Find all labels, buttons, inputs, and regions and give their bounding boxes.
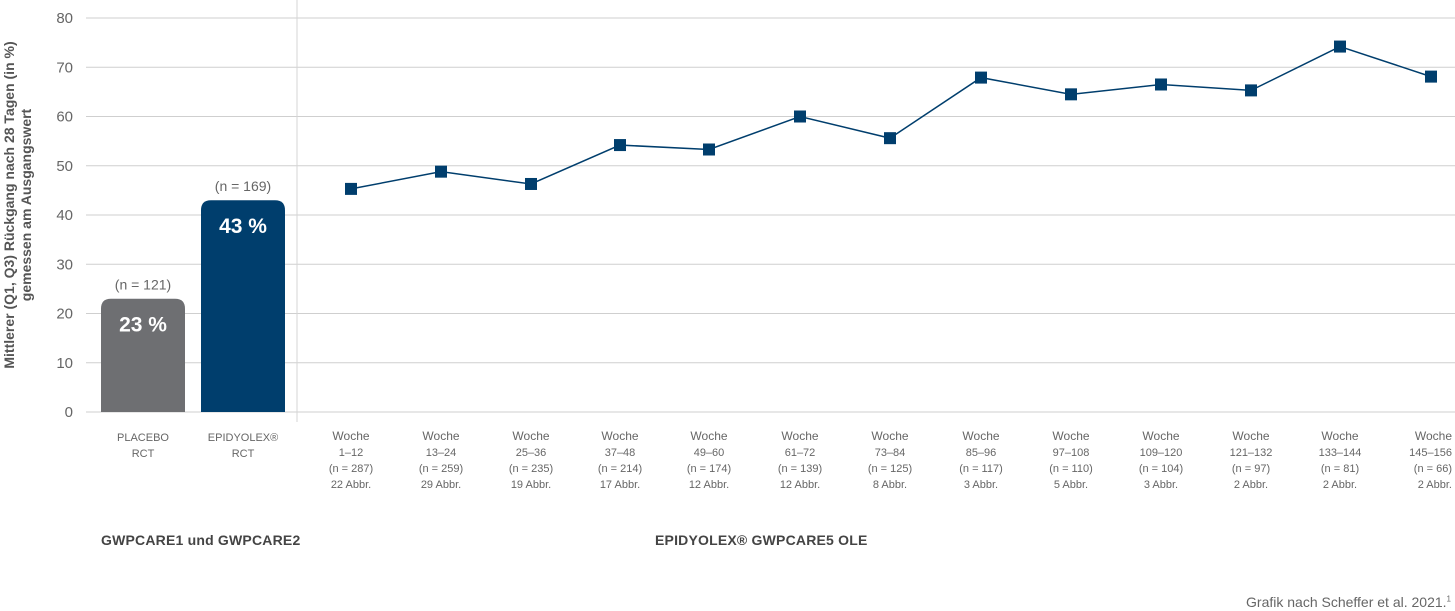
line-series — [345, 40, 1437, 195]
x-tick-label: Woche — [962, 429, 999, 443]
x-tick-label: (n = 125) — [868, 463, 912, 475]
data-point — [975, 71, 987, 84]
y-tick-label: 10 — [56, 355, 73, 372]
x-tick-label: 2 Abbr. — [1234, 479, 1268, 491]
chart-svg: 0 10 20 30 40 50 60 70 80 23 % (n = 121) 43 % (n = … — [1, 0, 1455, 491]
x-tick-label: (n = 66) — [1414, 463, 1452, 475]
data-point — [1155, 78, 1167, 91]
data-point — [1334, 40, 1346, 53]
series-line — [350, 45, 1432, 190]
x-tick-label: 133–144 — [1319, 447, 1362, 459]
y-tick-label: 30 — [56, 256, 73, 273]
x-tick-label: Woche — [1142, 429, 1179, 443]
y-axis-title-line1: Mittlerer (Q1, Q3) Rückgang nach 28 Tage… — [1, 41, 17, 368]
x-tick-label: 12 Abbr. — [780, 479, 820, 491]
data-point — [1425, 70, 1437, 83]
x-tick-label: Woche — [422, 429, 459, 443]
y-tick-label: 20 — [56, 306, 73, 323]
x-tick-label: Woche — [1232, 429, 1269, 443]
y-tick-label: 40 — [56, 207, 73, 224]
x-tick-label: Woche — [601, 429, 638, 443]
bar-n-label: (n = 169) — [215, 178, 271, 194]
x-tick-label: Woche — [871, 429, 908, 443]
bar — [201, 200, 285, 412]
y-axis-ticks: 0 10 20 30 40 50 60 70 80 — [56, 10, 73, 421]
group-label-ole: EPIDYOLEX® GWPCARE5 OLE — [655, 532, 868, 548]
bar-value-label: 23 % — [119, 314, 167, 337]
x-tick-label: (n = 104) — [1139, 463, 1183, 475]
x-tick-label: Woche — [1321, 429, 1358, 443]
x-tick-label: 145–156 — [1409, 447, 1452, 459]
bar-n-label: (n = 121) — [115, 277, 171, 293]
x-tick-label: 2 Abbr. — [1418, 479, 1452, 491]
x-tick-label: 12 Abbr. — [689, 479, 729, 491]
x-tick-label: (n = 235) — [509, 463, 553, 475]
x-tick-label: (n = 97) — [1232, 463, 1270, 475]
y-axis-title: Mittlerer (Q1, Q3) Rückgang nach 28 Tage… — [1, 41, 34, 368]
source-text: Grafik nach Scheffer et al. 2021. — [1246, 594, 1447, 610]
data-point — [614, 139, 626, 152]
data-point — [1065, 88, 1077, 101]
x-tick-label: (n = 214) — [598, 463, 642, 475]
x-tick-label: (n = 117) — [959, 463, 1003, 475]
data-point — [435, 165, 447, 178]
x-tick-label: (n = 287) — [329, 463, 373, 475]
x-tick-label: 8 Abbr. — [873, 479, 907, 491]
x-axis-labels: PLACEBO RCT EPIDYOLEX® RCT Woche 1–12 (n = 287… — [117, 429, 1452, 491]
x-tick-label: 1–12 — [339, 447, 363, 459]
x-tick-label: 37–48 — [605, 447, 636, 459]
data-point — [1245, 84, 1257, 97]
y-tick-label: 70 — [56, 59, 73, 76]
bar-category-label: RCT — [132, 448, 155, 460]
data-point — [884, 132, 896, 145]
x-tick-label: 17 Abbr. — [600, 479, 640, 491]
x-tick-label: 121–132 — [1230, 447, 1273, 459]
y-tick-label: 50 — [56, 158, 73, 175]
x-tick-label: (n = 259) — [419, 463, 463, 475]
x-tick-label: Woche — [332, 429, 369, 443]
bar-value-label: 43 % — [219, 215, 267, 238]
x-tick-label: Woche — [1052, 429, 1089, 443]
x-tick-label: (n = 139) — [778, 463, 822, 475]
x-tick-label: 2 Abbr. — [1323, 479, 1357, 491]
x-tick-label: Woche — [690, 429, 727, 443]
x-tick-label: 25–36 — [516, 447, 547, 459]
bar-series: 23 % (n = 121) 43 % (n = 169) — [101, 178, 285, 412]
y-tick-label: 80 — [56, 10, 73, 27]
x-tick-label: (n = 81) — [1321, 463, 1359, 475]
x-tick-label: Woche — [512, 429, 549, 443]
y-tick-label: 0 — [65, 404, 73, 421]
bar-category-label: EPIDYOLEX® — [208, 432, 278, 444]
bar-category-label: PLACEBO — [117, 432, 169, 444]
bar-category-label: RCT — [232, 448, 255, 460]
x-tick-label: 22 Abbr. — [331, 479, 371, 491]
x-tick-label: 97–108 — [1053, 447, 1090, 459]
x-tick-label: Woche — [781, 429, 818, 443]
bar — [101, 298, 185, 412]
data-point — [703, 143, 715, 156]
x-tick-label: 3 Abbr. — [1144, 479, 1178, 491]
group-label-rct: GWPCARE1 und GWPCARE2 — [101, 532, 301, 548]
source-note: Grafik nach Scheffer et al. 2021.1 — [1246, 594, 1451, 610]
x-tick-label: 13–24 — [426, 447, 457, 459]
data-point — [345, 182, 357, 195]
x-tick-label: 19 Abbr. — [511, 479, 551, 491]
x-tick-label: 73–84 — [875, 447, 906, 459]
x-tick-label: 3 Abbr. — [964, 479, 998, 491]
x-tick-label: 61–72 — [785, 447, 816, 459]
data-point — [794, 110, 806, 123]
x-tick-label: 109–120 — [1140, 447, 1183, 459]
x-tick-label: 29 Abbr. — [421, 479, 461, 491]
y-tick-label: 60 — [56, 109, 73, 126]
x-tick-label: (n = 110) — [1049, 463, 1093, 475]
x-tick-label: (n = 174) — [687, 463, 731, 475]
x-tick-label: 5 Abbr. — [1054, 479, 1088, 491]
x-tick-label: Woche — [1415, 429, 1452, 443]
source-reference: 1 — [1446, 594, 1451, 604]
gridlines — [86, 17, 1455, 413]
y-axis-title-line2: gemessen am Ausgangswert — [18, 108, 34, 301]
x-tick-label: 85–96 — [966, 447, 997, 459]
x-tick-label: 49–60 — [694, 447, 725, 459]
data-point — [525, 177, 537, 190]
